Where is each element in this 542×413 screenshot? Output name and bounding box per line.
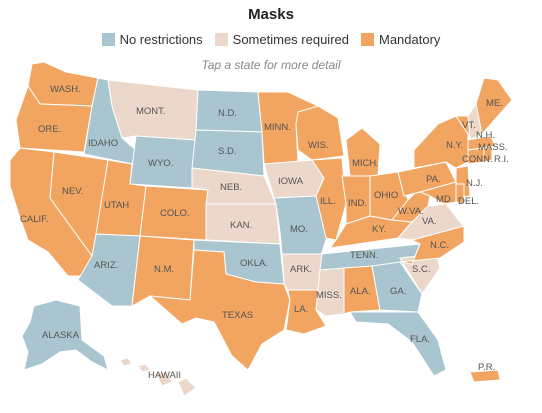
state-ak[interactable] <box>21 299 109 371</box>
state-ri[interactable] <box>483 147 493 163</box>
label-ga: GA. <box>390 286 406 297</box>
label-or: ORE. <box>38 124 61 135</box>
label-nc: N.C. <box>430 240 449 251</box>
label-md: MD. <box>436 194 453 205</box>
legend-swatch-mand <box>360 33 374 46</box>
label-sc: S.C. <box>412 264 430 275</box>
label-mo: MO. <box>290 224 308 235</box>
state-tx[interactable] <box>148 249 291 371</box>
label-nd: N.D. <box>218 108 237 119</box>
label-wi: WIS. <box>308 140 329 151</box>
label-ut: UTAH <box>104 200 129 211</box>
legend-label-mand: Mandatory <box>378 32 441 47</box>
label-ia: IOWA <box>278 176 304 187</box>
state-fl[interactable] <box>349 311 447 377</box>
label-mn: MINN. <box>264 122 291 133</box>
label-wv: W.VA. <box>398 206 424 217</box>
label-vt: VT. <box>462 120 476 131</box>
label-ks: KAN. <box>230 220 252 231</box>
label-nm: N.M. <box>154 264 174 275</box>
label-ak: ALASKA <box>42 330 80 341</box>
label-tx: TEXAS <box>222 310 253 321</box>
label-co: COLO. <box>160 208 190 219</box>
label-tn: TENN. <box>350 250 379 261</box>
label-ma: MASS. <box>478 142 508 153</box>
label-wy: WYO. <box>148 158 173 169</box>
label-id: IDAHO <box>88 138 118 149</box>
legend-label-some: Sometimes required <box>232 32 349 47</box>
label-ca: CALIF. <box>20 214 49 225</box>
label-sd: S.D. <box>218 146 236 157</box>
label-nv: NEV. <box>62 186 83 197</box>
label-ms: MISS. <box>316 290 342 301</box>
state-wi[interactable] <box>295 105 345 161</box>
legend-item-none: No restrictions <box>101 32 203 47</box>
label-ok: OKLA. <box>240 258 268 269</box>
label-mi: MICH. <box>352 158 379 169</box>
legend-swatch-none <box>101 33 115 46</box>
state-ga[interactable] <box>371 261 423 313</box>
label-oh: OHIO <box>374 190 398 201</box>
state-md[interactable] <box>418 181 457 205</box>
state-al[interactable] <box>343 265 381 315</box>
label-ar: ARK. <box>290 264 312 275</box>
label-va: VA. <box>422 216 437 227</box>
legend: No restrictions Sometimes required Manda… <box>0 32 542 47</box>
legend-swatch-some <box>214 33 228 46</box>
label-ct: CONN. <box>462 154 493 165</box>
legend-label-none: No restrictions <box>119 32 203 47</box>
label-wa: WASH. <box>50 84 81 95</box>
legend-item-some: Sometimes required <box>214 32 349 47</box>
label-pr: P.R. <box>478 362 495 373</box>
label-al: ALA. <box>350 286 371 297</box>
state-hi[interactable] <box>119 357 197 397</box>
label-mt: MONT. <box>136 106 166 117</box>
label-in: IND. <box>348 198 367 209</box>
label-ny: N.Y. <box>446 140 463 151</box>
label-de: DEL. <box>458 196 479 207</box>
label-az: ARIZ. <box>94 260 118 271</box>
label-ri: R.I. <box>494 154 509 165</box>
label-nh: N.H. <box>476 130 495 141</box>
map-title: Masks <box>248 6 294 23</box>
label-ky: KY. <box>372 224 386 235</box>
state-me[interactable] <box>475 77 513 136</box>
label-il: ILL. <box>320 196 336 207</box>
tap-hint: Tap a state for more detail <box>201 58 341 72</box>
state-pr[interactable] <box>469 369 501 383</box>
label-me: ME. <box>486 98 503 109</box>
label-pa: PA. <box>426 174 441 185</box>
legend-item-mand: Mandatory <box>360 32 441 47</box>
label-hi: HAWAII <box>148 370 181 381</box>
state-nc[interactable] <box>399 225 465 265</box>
label-nj: N.J. <box>466 178 483 189</box>
label-fl: FLA. <box>410 334 430 345</box>
state-ma[interactable] <box>467 135 497 151</box>
label-la: LA. <box>294 304 308 315</box>
state-mi[interactable] <box>345 127 381 177</box>
state-il[interactable] <box>311 157 347 241</box>
label-ne: NEB. <box>220 182 242 193</box>
